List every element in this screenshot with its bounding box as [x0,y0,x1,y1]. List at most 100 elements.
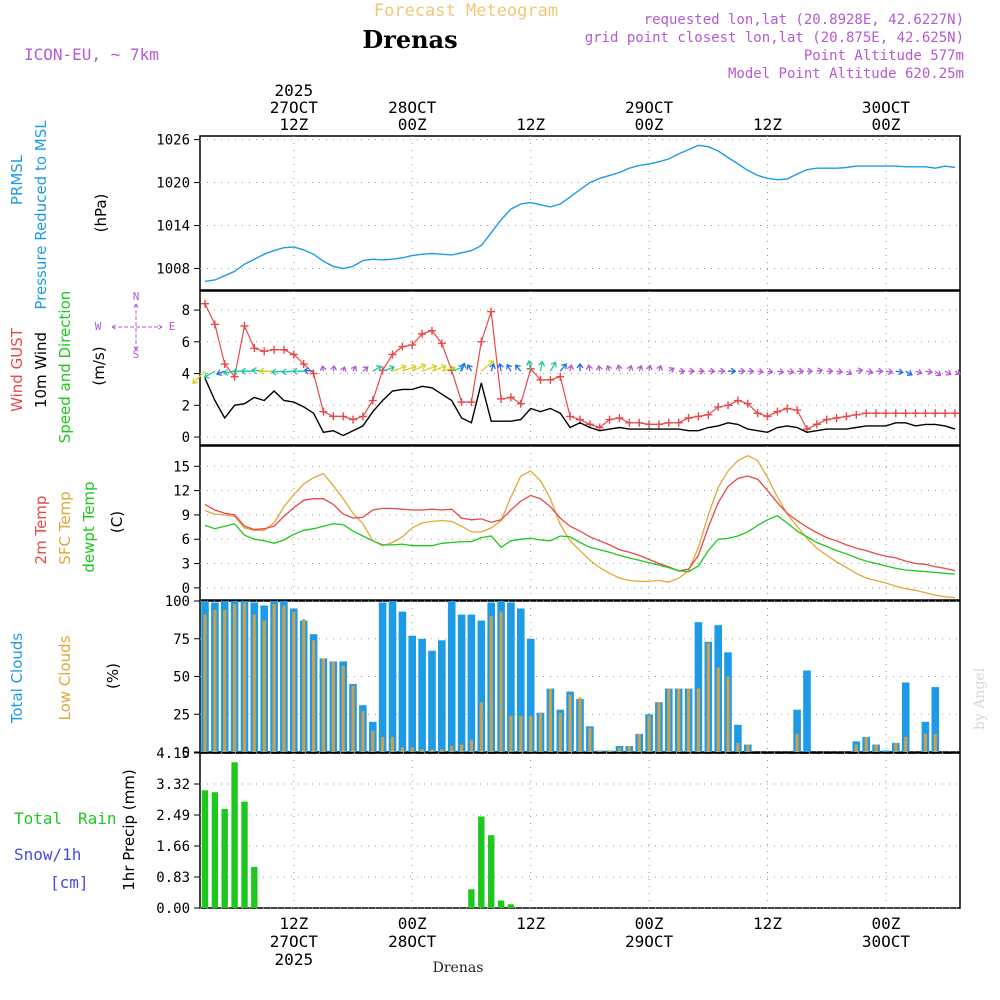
wind-direction-arrow [270,368,284,376]
clouds-ytick-label: 50 [173,670,190,686]
wind-direction-arrow [489,363,496,372]
gust-point [516,399,525,408]
wind-direction-arrow [585,364,593,372]
pressure-ytick-label: 1014 [156,219,190,235]
low-cloud-bar [430,749,434,752]
compass-e: E [169,320,176,333]
total-cloud-bar [931,687,940,752]
low-cloud-bar [390,736,395,752]
low-cloud-bar [203,614,207,752]
low-cloud-bar [450,746,454,752]
bottom-time-label: 12Z [753,914,782,933]
wind-direction-arrow [192,370,206,384]
gust-label: Wind GUST [8,327,26,412]
wind-direction-arrow [626,364,634,372]
wind-direction-arrow [876,367,884,375]
gust-point [812,420,821,429]
low-cloud-bar [233,604,237,752]
low-cloud-bar [795,733,799,752]
bottom-time-label: 2025 [275,950,314,969]
precip-unit: 1hr Precip (mm) [120,769,138,890]
temperature-panel: 0 3 6 9 12 15 2m Temp SFC Temp dewpt Temp (C) [32,445,961,601]
wind-direction-arrow [737,367,746,375]
point-altitude: Point Altitude 577m [804,48,964,64]
pressure-label-long: Pressure Reduced to MSL [32,120,50,310]
wind-direction-arrow [567,364,575,372]
gust-point [487,307,496,316]
low-cloud-bar [272,604,276,752]
total-cloud-bar [734,724,742,752]
low-cloud-bar [252,614,256,752]
gust-point [931,409,940,418]
bottom-time-label: 29OCT [625,932,674,951]
precipitation-frame [199,752,961,909]
gust-point [674,418,683,427]
wind-direction-arrow [708,367,716,375]
gust-point [645,420,654,429]
total-cloud-bar [408,635,416,752]
gust-point [201,299,209,308]
gust-point [358,412,367,421]
wind-direction-arrow [895,368,904,376]
wind-direction-arrow [615,364,623,372]
wind-direction-arrow [934,370,942,377]
low-cloud-bar [469,739,473,752]
low-cloud-bar [854,744,858,752]
low-cloud-bar [608,750,612,752]
temperature-ytick-label: 15 [173,459,190,475]
wind-direction-arrow [240,367,255,375]
temp-unit: (C) [108,511,126,533]
wind-direction-arrow [319,365,327,372]
rain-bar [507,904,515,908]
gust-point [714,402,723,411]
gust-point [270,345,279,354]
wind-direction-arrow [656,364,664,372]
wind-direction-arrow [330,364,338,372]
low-cloud-bar [242,602,247,752]
rain-label-total: Total [14,809,62,828]
gust-point [684,414,693,423]
rain-bar [231,762,238,908]
low-cloud-bar [479,702,483,752]
temperature-ytick-label: 12 [173,484,190,500]
wind-direction-arrow [431,363,447,372]
wind-direction-arrow [303,367,314,375]
rain-bar [488,835,495,908]
bottom-time-label: 30OCT [862,932,911,951]
pressure-label-short: PRMSL [8,154,26,205]
precipitation-ytick-label: 0.83 [156,870,190,886]
low-cloud-bar [321,658,325,752]
footer-location: Drenas [433,960,484,976]
total-cloud-bar [447,601,456,752]
wind-direction-arrow [777,368,785,376]
wind-direction-arrow [636,364,644,372]
total-cloud-bar [694,622,703,752]
bottom-time-label: 12Z [279,914,308,933]
gust-point [901,409,910,418]
gust-point [654,420,663,429]
gust-point [891,409,900,418]
wind-direction-arrow [846,369,853,376]
low-cloud-bar [933,733,937,752]
low-cloud-bar [460,744,464,752]
gust-point [250,344,259,353]
low-cloud-bar [568,694,572,752]
wind-ytick-label: 2 [182,398,190,414]
total-cloud-bar [507,602,515,752]
wind-direction-arrow [538,360,546,372]
gust-point [457,398,466,407]
temperature-ytick-label: 3 [182,557,190,573]
low-cloud-bar [558,712,562,752]
pressure-ytick-label: 1026 [156,133,190,149]
wind-direction-arrow [549,361,557,372]
low-cloud-bar [420,749,424,752]
rain-bar [211,792,219,908]
cloud-panel: 0 25 50 75 100 Total Clouds Low Clouds (%) [8,594,961,761]
requested-coords: requested lon,lat (20.8928E, 42.6227N) [644,12,964,28]
gust-point [339,412,348,421]
precipitation-ytick-label: 4.15 [156,746,190,762]
wind-direction-arrow [382,364,396,372]
wind-unit: (m/s) [90,346,108,385]
wind-direction-arrow [826,367,834,375]
low-cloud-bar [302,619,306,752]
